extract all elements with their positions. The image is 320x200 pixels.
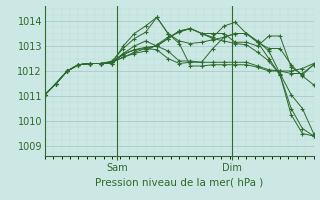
X-axis label: Pression niveau de la mer( hPa ): Pression niveau de la mer( hPa ) [95,177,263,187]
